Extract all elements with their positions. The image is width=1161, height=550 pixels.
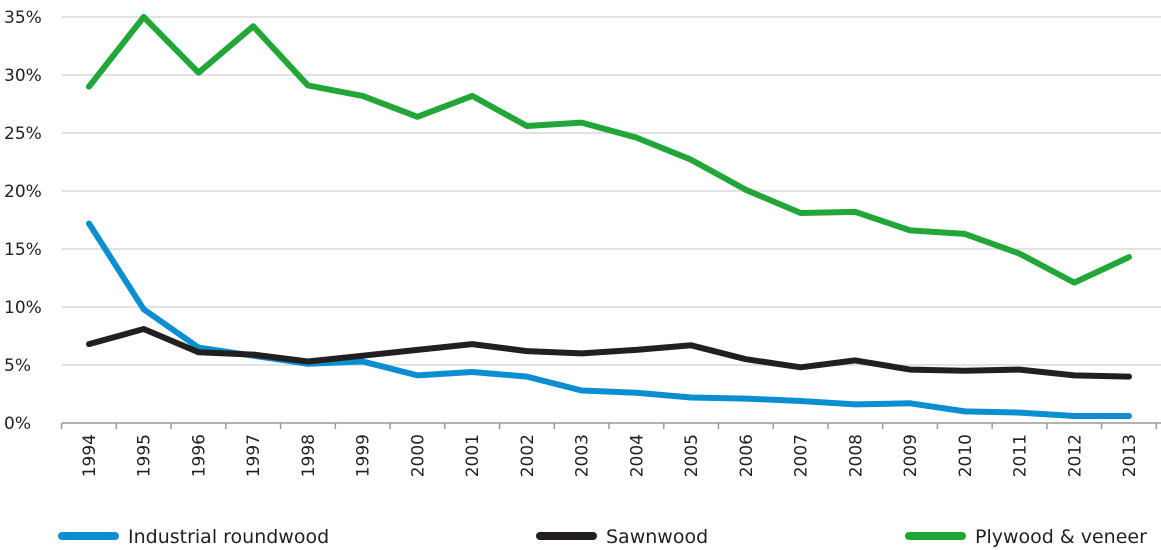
series-line-plywood-veneer: [86, 14, 1132, 286]
x-tick-label: 1995: [135, 434, 155, 477]
y-tick-label: 5%: [4, 356, 31, 376]
x-tick-label: 2009: [901, 434, 921, 477]
x-tick-label: 1994: [80, 434, 100, 477]
y-axis: 0% 5% 10% 15% 20% 25% 30% 35%: [4, 8, 42, 434]
x-tick-label: 2001: [463, 434, 483, 477]
y-tick-label: 35%: [4, 8, 42, 28]
x-axis: 1994 1995 1996 1997 1998 1999 2000 2001 2002 2003…: [60, 422, 1161, 477]
x-tick-label: 1998: [299, 434, 319, 477]
gridlines: [62, 16, 1161, 366]
x-tick-label: 2008: [846, 434, 866, 477]
x-tick-label: 1997: [244, 434, 264, 477]
x-tick-label: 1999: [354, 434, 374, 477]
x-tick-label: 2006: [737, 434, 757, 477]
legend-label: Plywood & veneer: [975, 526, 1147, 548]
legend-label: Industrial roundwood: [128, 526, 329, 548]
series-line-sawnwood: [86, 326, 1132, 380]
legend: Industrial roundwood Sawnwood Plywood & ve…: [58, 526, 1147, 548]
y-tick-label: 10%: [4, 298, 42, 318]
y-tick-label: 25%: [4, 124, 42, 144]
y-tick-label: 30%: [4, 66, 42, 86]
x-tick-label: 2000: [408, 434, 428, 477]
x-tick-label: 2002: [518, 434, 538, 477]
y-tick-label: 0%: [4, 414, 31, 434]
x-tick-label: 2007: [792, 434, 812, 477]
x-tick-label: 2011: [1011, 434, 1031, 477]
x-tick-label: 1996: [189, 434, 209, 477]
legend-label: Sawnwood: [606, 526, 708, 548]
x-tick-label: 2003: [573, 434, 593, 477]
series-line-industrial-roundwood: [86, 220, 1132, 419]
x-tick-label: 2013: [1120, 434, 1140, 477]
x-tick-label: 2005: [682, 434, 702, 477]
x-tick-label: 2004: [627, 434, 647, 477]
x-tick-label: 2012: [1065, 434, 1085, 477]
x-tick-label: 2010: [956, 434, 976, 477]
y-tick-label: 20%: [4, 182, 42, 202]
y-tick-label: 15%: [4, 240, 42, 260]
series-lines: [86, 14, 1132, 419]
